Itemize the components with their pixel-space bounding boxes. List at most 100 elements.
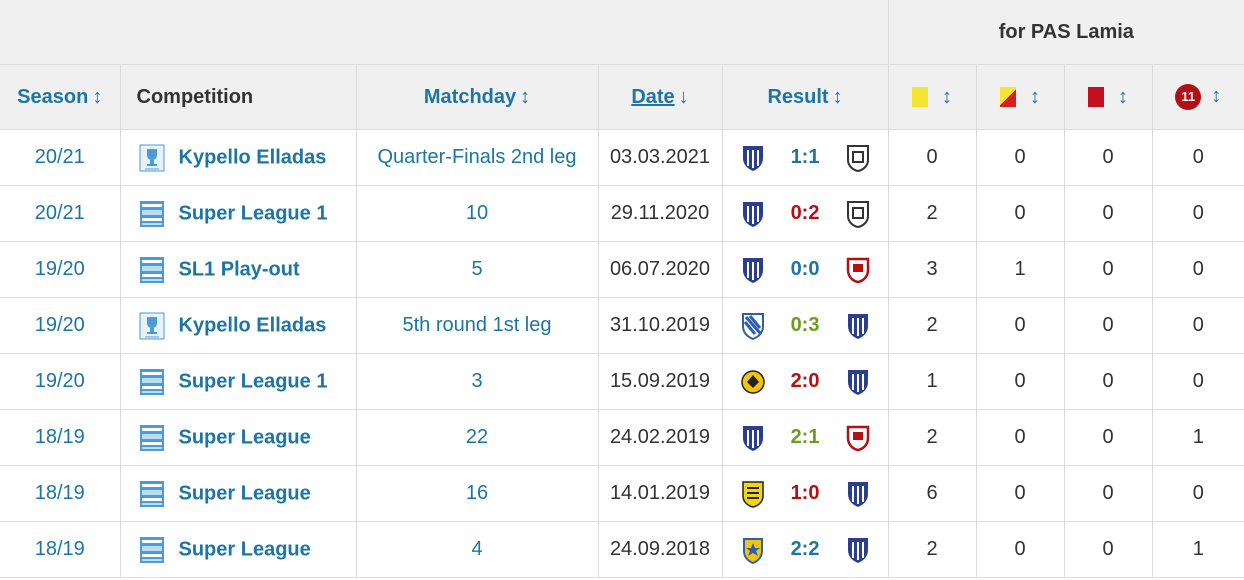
competition-cell[interactable]: Super League xyxy=(119,521,357,578)
match-result-link[interactable]: 0:0 xyxy=(790,258,820,280)
matchday-link[interactable]: 16 xyxy=(465,482,489,504)
lamia-crest-icon[interactable] xyxy=(741,424,765,452)
competition-cell[interactable]: SL1 Play-out xyxy=(119,241,357,298)
red-cards-header[interactable]: ↕ xyxy=(1063,64,1153,130)
result-cell: 2:1 xyxy=(721,409,889,466)
season-link[interactable]: 20/21 xyxy=(34,202,85,224)
lamia-crest-icon[interactable] xyxy=(741,144,765,172)
season-link[interactable]: 18/19 xyxy=(34,482,85,504)
season-cell[interactable]: 19/20 xyxy=(0,297,121,354)
matchday-link[interactable]: 4 xyxy=(471,538,483,560)
competition-link[interactable]: Super League 1 xyxy=(178,370,328,392)
league-icon[interactable] xyxy=(139,536,165,564)
season-header[interactable]: Season ↕ xyxy=(0,64,121,130)
paok-crest-icon[interactable] xyxy=(846,144,870,172)
yellow-red-cards-header[interactable]: ↕ xyxy=(975,64,1065,130)
competition-link[interactable]: Kypello Elladas xyxy=(178,146,327,168)
penalty-goals-cell: 0 xyxy=(1151,241,1244,298)
season-cell[interactable]: 20/21 xyxy=(0,185,121,242)
match-result-link[interactable]: 2:1 xyxy=(790,426,820,448)
matchday-link[interactable]: Quarter-Finals 2nd leg xyxy=(377,146,577,168)
match-result-link[interactable]: 1:1 xyxy=(790,146,820,168)
season-link[interactable]: 19/20 xyxy=(34,314,85,336)
matchday-header[interactable]: Matchday ↕ xyxy=(355,64,599,130)
season-link[interactable]: 19/20 xyxy=(34,258,85,280)
lamia-crest-icon[interactable] xyxy=(846,312,870,340)
match-result-link[interactable]: 0:2 xyxy=(790,202,820,224)
yellow-cards-header[interactable]: ↕ xyxy=(887,64,977,130)
match-result-link[interactable]: 2:2 xyxy=(790,538,820,560)
result-header[interactable]: Result ↕ xyxy=(721,64,889,130)
matchday-link[interactable]: 5th round 1st leg xyxy=(402,314,552,336)
red-white-crest-icon[interactable] xyxy=(846,424,870,452)
season-cell[interactable]: 20/21 xyxy=(0,129,121,186)
match-result-link[interactable]: 0:3 xyxy=(790,314,820,336)
competition-link[interactable]: Super League 1 xyxy=(178,202,328,224)
league-icon[interactable] xyxy=(139,200,165,228)
date-cell: 29.11.2020 xyxy=(597,185,723,242)
competition-cell[interactable]: Super League 1 xyxy=(119,353,357,410)
red-cards-cell: 0 xyxy=(1063,129,1153,186)
season-cell[interactable]: 19/20 xyxy=(0,241,121,298)
matchday-link[interactable]: 3 xyxy=(471,370,483,392)
yellow-cards-cell: 2 xyxy=(887,409,977,466)
season-cell[interactable]: 18/19 xyxy=(0,465,121,522)
competition-link[interactable]: Kypello Elladas xyxy=(178,314,327,336)
season-link[interactable]: 18/19 xyxy=(34,538,85,560)
season-cell[interactable]: 19/20 xyxy=(0,353,121,410)
lamia-crest-icon[interactable] xyxy=(741,256,765,284)
lamia-crest-icon[interactable] xyxy=(846,368,870,396)
date-cell: 06.07.2020 xyxy=(597,241,723,298)
sort-icon: ↕ xyxy=(832,85,843,108)
table-row: 19/20 Super League 1 3 15.09.2019 2:0 1 … xyxy=(0,353,1244,410)
competition-cell[interactable]: Super League 1 xyxy=(119,185,357,242)
season-link[interactable]: 18/19 xyxy=(34,426,85,448)
competition-link[interactable]: Super League xyxy=(178,426,311,448)
penalty-icon: 11 xyxy=(1175,84,1202,110)
competition-cell[interactable]: Super League xyxy=(119,465,357,522)
matchday-link[interactable]: 22 xyxy=(465,426,489,448)
league-icon[interactable] xyxy=(139,480,165,508)
competition-link[interactable]: SL1 Play-out xyxy=(178,258,300,280)
yellow-red-cards-cell: 0 xyxy=(975,465,1065,522)
competition-cell[interactable]: Kypello Elladas xyxy=(119,297,357,354)
penalty-goals-header[interactable]: 11 ↕ xyxy=(1151,64,1244,130)
red-white-crest-icon[interactable] xyxy=(846,256,870,284)
asteras-crest-icon[interactable] xyxy=(741,536,765,564)
cup-icon[interactable] xyxy=(139,312,165,340)
cup-icon[interactable] xyxy=(139,144,165,172)
season-cell[interactable]: 18/19 xyxy=(0,521,121,578)
competition-cell[interactable]: Kypello Elladas xyxy=(119,129,357,186)
yellow-red-cards-cell: 0 xyxy=(975,409,1065,466)
penalty-goals-cell: 0 xyxy=(1151,465,1244,522)
competition-link[interactable]: Super League xyxy=(178,482,311,504)
match-result-link[interactable]: 2:0 xyxy=(790,370,820,392)
season-cell[interactable]: 18/19 xyxy=(0,409,121,466)
aek-crest-icon[interactable] xyxy=(740,368,765,396)
match-result-link[interactable]: 1:0 xyxy=(790,482,820,504)
lamia-crest-icon[interactable] xyxy=(741,200,765,228)
season-link[interactable]: 20/21 xyxy=(34,146,85,168)
competition-link[interactable]: Super League xyxy=(178,538,311,560)
red-cards-cell: 0 xyxy=(1063,353,1153,410)
lamia-crest-icon[interactable] xyxy=(846,480,870,508)
penalty-goals-cell: 0 xyxy=(1151,185,1244,242)
league-icon[interactable] xyxy=(139,368,165,396)
competition-cell[interactable]: Super League xyxy=(119,409,357,466)
yellow-card-icon xyxy=(912,87,929,108)
paok-crest-icon[interactable] xyxy=(846,200,870,228)
season-link[interactable]: 19/20 xyxy=(34,370,85,392)
league-icon[interactable] xyxy=(139,256,165,284)
season-header-label: Season xyxy=(17,85,89,108)
matchday-link[interactable]: 5 xyxy=(471,258,483,280)
date-header[interactable]: Date ↓ xyxy=(597,64,723,130)
table-row: 18/19 Super League 4 24.09.2018 2:2 2 0 … xyxy=(0,521,1244,578)
result-cell: 2:0 xyxy=(721,353,889,410)
matchday-link[interactable]: 10 xyxy=(465,202,489,224)
league-icon[interactable] xyxy=(139,424,165,452)
aris-crest-icon[interactable] xyxy=(741,480,765,508)
matchday-cell: 22 xyxy=(355,409,599,466)
blue-white-crest-icon[interactable] xyxy=(741,312,765,340)
matchday-cell: 10 xyxy=(355,185,599,242)
lamia-crest-icon[interactable] xyxy=(846,536,870,564)
